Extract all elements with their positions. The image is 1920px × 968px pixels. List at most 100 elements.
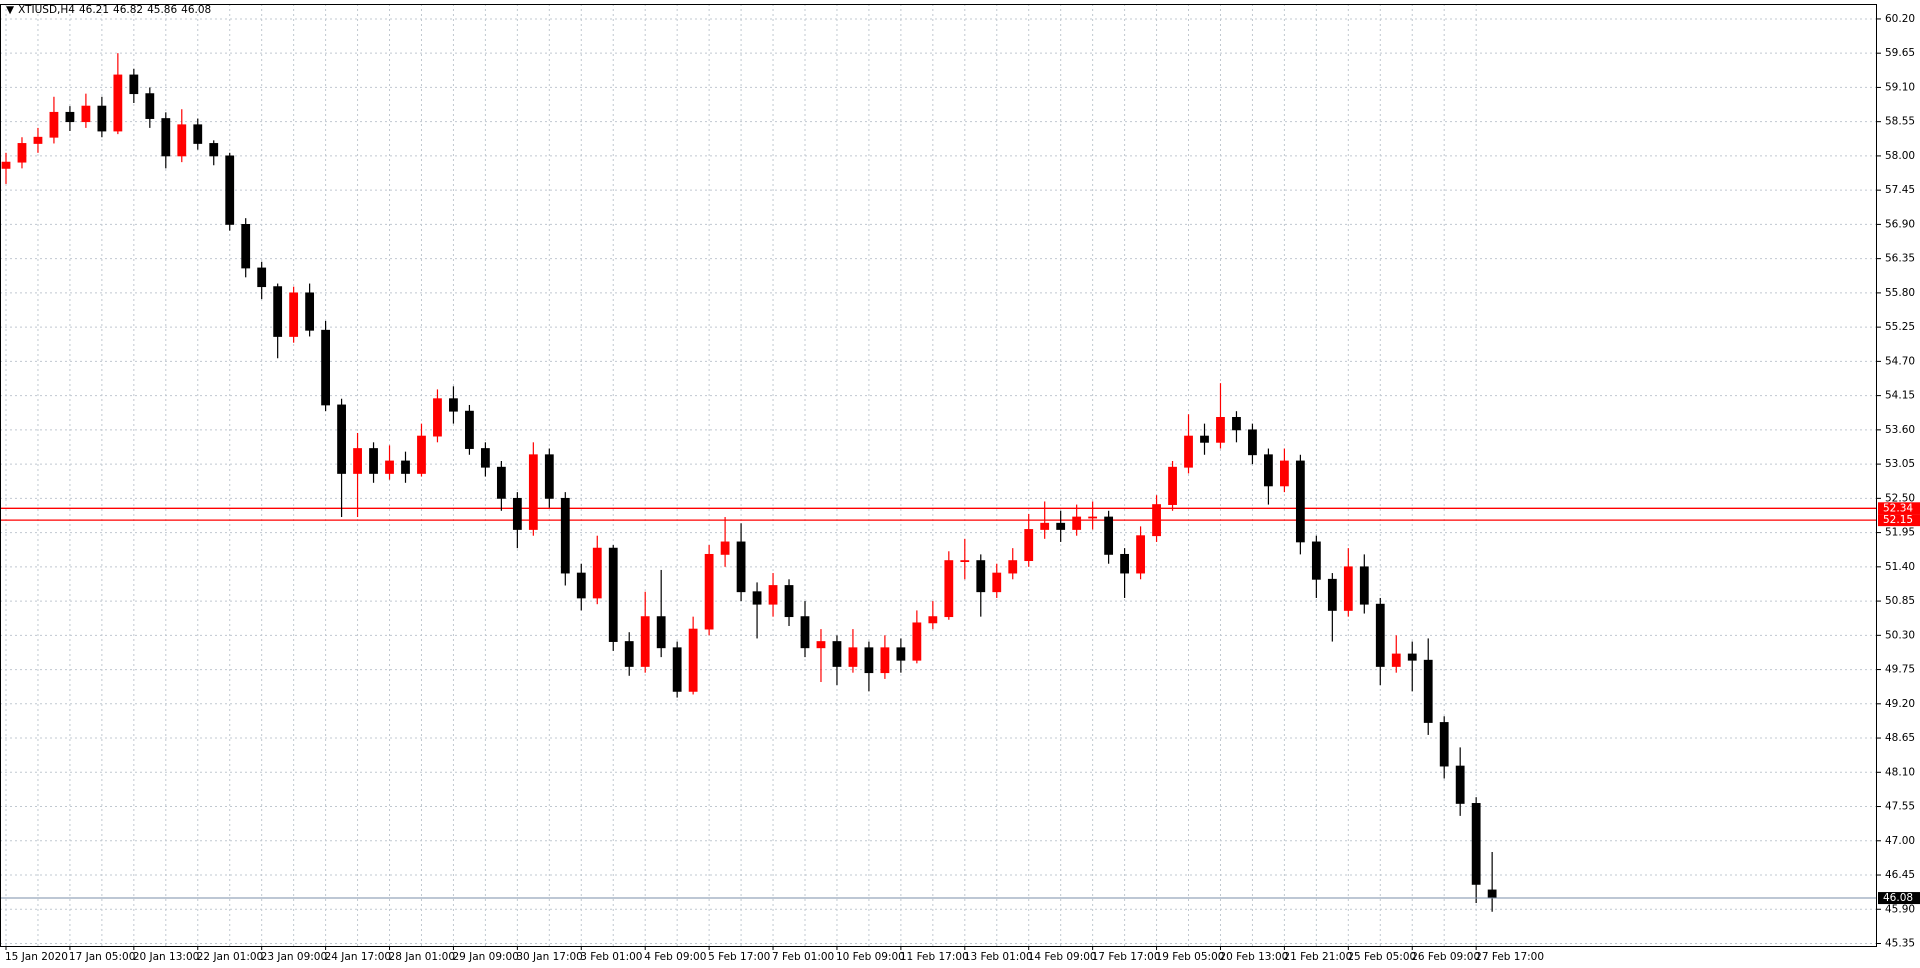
candle-body: [1311, 541, 1321, 580]
x-tick-label: 29 Jan 09:00: [452, 951, 518, 963]
level-label: 52.34: [1883, 502, 1913, 514]
y-tick-label: 57.45: [1885, 184, 1915, 196]
low: 45.86: [147, 4, 178, 16]
candle-body: [257, 267, 267, 288]
candle-body: [1487, 889, 1497, 899]
candle-body: [65, 111, 75, 123]
x-tick-label: 24 Jan 17:00: [325, 951, 391, 963]
candle-body: [161, 118, 171, 157]
level-label: 52.15: [1883, 514, 1913, 526]
candle-body: [1056, 522, 1066, 530]
candle-body: [1040, 522, 1050, 530]
candle-body: [864, 647, 874, 674]
x-tick-label: 26 Feb 09:00: [1411, 951, 1480, 963]
candle-body: [177, 124, 187, 157]
x-tick-label: 21 Feb 21:00: [1283, 951, 1352, 963]
candle-body: [544, 454, 554, 499]
candle-body: [1280, 460, 1289, 487]
candle-body: [1248, 429, 1257, 456]
y-tick-label: 51.40: [1885, 561, 1915, 573]
x-tick-label: 10 Feb 09:00: [836, 951, 905, 963]
candle-body: [832, 641, 842, 667]
high: 46.82: [113, 4, 144, 16]
price-label: 46.08: [1883, 892, 1913, 904]
candle-body: [1168, 466, 1177, 505]
candle-body: [241, 224, 251, 269]
y-tick-label: 55.80: [1885, 287, 1915, 299]
candle-body: [145, 93, 155, 119]
x-tick-label: 3 Feb 01:00: [580, 951, 642, 963]
candle-body: [1439, 722, 1449, 767]
close: 46.08: [181, 4, 212, 16]
candle-body: [193, 124, 203, 144]
candle-body: [1120, 553, 1129, 574]
y-tick-label: 54.70: [1885, 355, 1915, 367]
candle-body: [560, 497, 570, 574]
x-tick-label: 11 Feb 17:00: [900, 951, 969, 963]
x-tick-label: 13 Feb 01:00: [964, 951, 1033, 963]
marker: ▼: [6, 4, 15, 16]
candle-body: [305, 292, 315, 331]
candle-body: [49, 111, 59, 138]
y-tick-label: 53.05: [1885, 458, 1915, 470]
x-tick-label: 7 Feb 01:00: [772, 951, 834, 963]
candle-body: [33, 136, 43, 144]
candle-body: [624, 641, 634, 667]
chart-header: ▼ XTIUSD,H4 46.21 46.82 45.86 46.08: [6, 4, 215, 16]
candle-body: [1136, 535, 1145, 574]
x-tick-label: 23 Jan 09:00: [261, 951, 327, 963]
candle-body: [608, 547, 618, 642]
candle-body: [1184, 435, 1193, 468]
x-tick-label: 15 Jan 2020: [5, 951, 68, 963]
candle-body: [1024, 529, 1034, 562]
candle-body: [321, 329, 331, 406]
candle-body: [928, 616, 938, 624]
candle-body: [129, 74, 139, 95]
candle-body: [512, 497, 522, 530]
candle-body: [1152, 504, 1161, 537]
candle-body: [1327, 578, 1337, 611]
candle-body: [576, 572, 586, 599]
candle-body: [417, 435, 426, 474]
plot-frame: [0, 4, 1877, 947]
candle-body: [944, 560, 954, 618]
candle-body: [1264, 454, 1273, 487]
y-tick-label: 56.90: [1885, 218, 1915, 230]
y-tick-label: 59.65: [1885, 47, 1915, 59]
y-tick-label: 47.00: [1885, 835, 1915, 847]
candle-body: [1471, 803, 1481, 885]
y-tick-label: 58.00: [1885, 150, 1915, 162]
candle-body: [1407, 653, 1417, 661]
x-tick-label: 25 Feb 05:00: [1347, 951, 1416, 963]
candle-body: [1008, 560, 1018, 574]
candle-body: [672, 647, 682, 692]
candle-body: [353, 448, 362, 474]
level-label-box: [1878, 514, 1920, 527]
candle-body: [768, 585, 778, 605]
y-tick-label: 55.25: [1885, 321, 1915, 333]
candle-body: [97, 105, 107, 132]
candle-body: [704, 553, 714, 630]
y-tick-label: 53.60: [1885, 424, 1915, 436]
candle-body: [1455, 765, 1465, 804]
y-tick-label: 48.10: [1885, 766, 1915, 778]
x-tick-label: 14 Feb 09:00: [1028, 951, 1097, 963]
candle-body: [880, 647, 890, 674]
candle-body: [816, 641, 826, 649]
candle-body: [688, 628, 698, 692]
candle-body: [1104, 516, 1114, 555]
candle-body: [465, 410, 474, 449]
y-tick-label: 48.65: [1885, 732, 1915, 744]
candle-body: [992, 572, 1002, 593]
candle-body: [17, 143, 27, 163]
x-tick-label: 22 Jan 01:00: [197, 951, 263, 963]
price-label-box: [1878, 892, 1920, 905]
candle-body: [1216, 417, 1225, 443]
candle-body: [1, 161, 11, 169]
candle-body: [1072, 516, 1082, 530]
y-tick-label: 58.55: [1885, 116, 1915, 128]
y-tick-label: 45.90: [1885, 903, 1915, 915]
candle-body: [496, 466, 506, 499]
